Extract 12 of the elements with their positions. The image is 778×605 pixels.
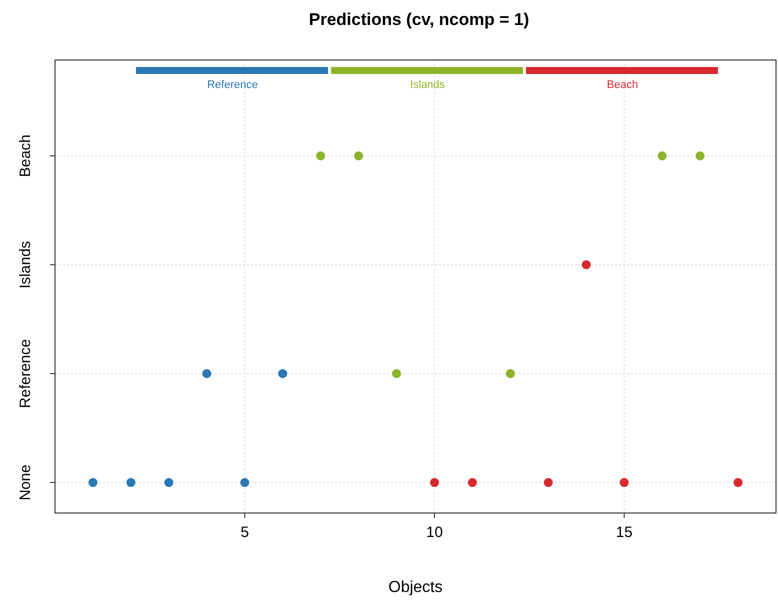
y-tick-label: Reference [17, 339, 34, 408]
y-tick-label: Islands [17, 240, 34, 288]
legend-entry: Islands [331, 67, 523, 91]
y-tick-label: Beach [17, 134, 34, 178]
legend-entry: Beach [526, 67, 718, 91]
x-tick-label: 10 [426, 524, 443, 541]
y-tick-label: None [17, 464, 34, 500]
legend-entry: Reference [136, 67, 328, 91]
x-tick-label: 15 [616, 524, 633, 541]
x-tick-label: 5 [240, 524, 249, 541]
x-axis-title: Objects [388, 579, 443, 596]
chart-title: Predictions (cv, ncomp = 1) [308, 10, 530, 29]
